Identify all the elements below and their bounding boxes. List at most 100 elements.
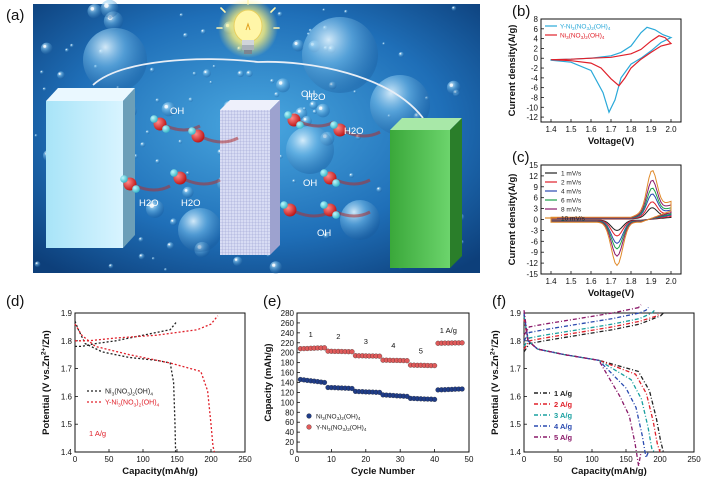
- series-line: [74, 323, 216, 453]
- droplet-highlight: [297, 109, 301, 113]
- text-run: Y-Ni: [105, 400, 118, 407]
- subscript: 3: [572, 26, 575, 31]
- droplet-highlight: [210, 81, 211, 83]
- droplet-highlight: [382, 42, 384, 44]
- water-droplet: [192, 71, 197, 76]
- plot-frame: [74, 312, 246, 453]
- water-droplet: [232, 256, 243, 267]
- chart-panel-e: 0 10 20 30 40 5002040608010012014016018020022…: [263, 293, 474, 477]
- droplet-highlight: [201, 30, 204, 32]
- water-droplet: [108, 263, 114, 269]
- droplet-highlight: [43, 44, 47, 48]
- water-droplet: [446, 80, 461, 95]
- hydrogen-atom: [320, 169, 328, 177]
- subscript: 2: [132, 391, 135, 397]
- data-point: [432, 363, 438, 369]
- text-run: ): [589, 24, 591, 31]
- legend: Ni3​(NO3​)2​(OH)4​Y-Ni3​(NO3​)2​(OH)4​: [87, 389, 160, 408]
- series-line: [523, 306, 649, 342]
- legend-marker: [306, 413, 312, 419]
- droplet-highlight: [141, 143, 143, 145]
- water-droplet: [274, 92, 280, 98]
- water-droplet: [100, 0, 119, 18]
- y-tick-label: -6: [531, 237, 539, 246]
- water-droplet: [209, 80, 213, 84]
- subscript: 2: [347, 427, 350, 432]
- hydrogen-atom: [284, 111, 292, 119]
- y-tick-label: 1.9: [61, 309, 73, 318]
- ticks: 1.4 1.5 1.6 1.7 1.8 1.9 2.0 -15 -12 -9 -6 -30 3 6 9 12 1…: [526, 161, 677, 286]
- legend-entry: 10 mV/s: [561, 216, 586, 223]
- droplet-highlight: [40, 71, 42, 73]
- droplet-highlight: [204, 71, 207, 73]
- x-tick-label: 0: [73, 455, 78, 464]
- text-run: (NO: [331, 425, 343, 432]
- droplet-highlight: [323, 9, 324, 10]
- droplet-highlight: [294, 42, 298, 45]
- y-tick-label: -3: [531, 226, 539, 235]
- water-molecule: [150, 115, 201, 133]
- annotation-oh: OH: [301, 89, 315, 100]
- text-run: ): [345, 425, 347, 432]
- subscript: 2: [139, 402, 142, 408]
- water-droplet: [87, 4, 103, 19]
- y-tick-label: 140: [281, 379, 295, 388]
- legend: 1 mV/s 2 mV/s 4 mV/s 6 mV/s 8 mV/s 10 mV/s: [545, 171, 586, 223]
- droplet-highlight: [168, 243, 171, 246]
- droplet-highlight: [218, 150, 221, 152]
- water-molecule: [330, 121, 381, 138]
- water-droplet: [292, 39, 304, 52]
- series-line: [75, 320, 178, 348]
- legend-entry: 1 A/g: [554, 389, 572, 398]
- text-run: (OH): [594, 24, 608, 31]
- text-run: (OH): [350, 425, 364, 432]
- water-droplet: [292, 179, 296, 184]
- droplet-highlight: [272, 263, 276, 267]
- series-line: [550, 26, 673, 114]
- text-run: ): [339, 414, 341, 421]
- water-droplet: [269, 261, 282, 274]
- droplet-highlight: [156, 99, 158, 101]
- hydrogen-atom: [150, 115, 158, 123]
- droplet-highlight: [234, 258, 238, 261]
- series-line: [523, 312, 664, 353]
- x-axis-label: Capacity(mAh/g): [571, 466, 646, 477]
- water-droplet: [183, 32, 189, 39]
- x-tick-label: 1.5: [565, 125, 577, 134]
- panel-label: (f): [492, 293, 506, 310]
- series-line: [523, 318, 661, 453]
- data-point: [432, 396, 438, 402]
- y-tick-label: 15: [529, 161, 538, 170]
- y-tick-label: 9: [534, 183, 539, 192]
- water-droplet: [166, 242, 174, 250]
- rate-label: 2: [336, 332, 340, 341]
- y-tick-label: -9: [531, 248, 539, 257]
- y-tick-label: 20: [285, 438, 294, 447]
- x-tick-label: 50: [105, 455, 114, 464]
- droplet-highlight: [354, 90, 355, 92]
- water-molecule: [188, 127, 239, 144]
- droplet-highlight: [449, 83, 453, 87]
- x-tick-label: 20: [361, 455, 370, 464]
- data-point: [459, 340, 465, 346]
- water-droplet: [57, 71, 65, 80]
- large-droplet: [340, 200, 380, 240]
- droplet-highlight: [186, 172, 188, 173]
- y-tick-label: 1.7: [510, 365, 522, 374]
- water-droplet: [34, 134, 38, 138]
- rate-label: 3: [364, 337, 368, 346]
- data-point: [349, 385, 355, 392]
- droplet-highlight: [344, 10, 346, 12]
- large-droplet: [83, 28, 147, 92]
- water-molecules: [120, 111, 381, 219]
- droplet-highlight: [213, 65, 215, 67]
- hydrogen-atom: [120, 175, 128, 183]
- water-droplet: [151, 257, 155, 261]
- chart-panel-d: 0 50 100 150 200 250 1.4 1.5 1.6 1.7 1.8 1.9 Capacit…: [6, 293, 252, 477]
- water-droplet: [40, 42, 53, 55]
- panel-label: (d): [6, 293, 24, 310]
- water-droplet: [322, 8, 326, 12]
- subscript: 2: [585, 35, 588, 40]
- x-axis-label: Capacity(mAh/g): [122, 466, 197, 477]
